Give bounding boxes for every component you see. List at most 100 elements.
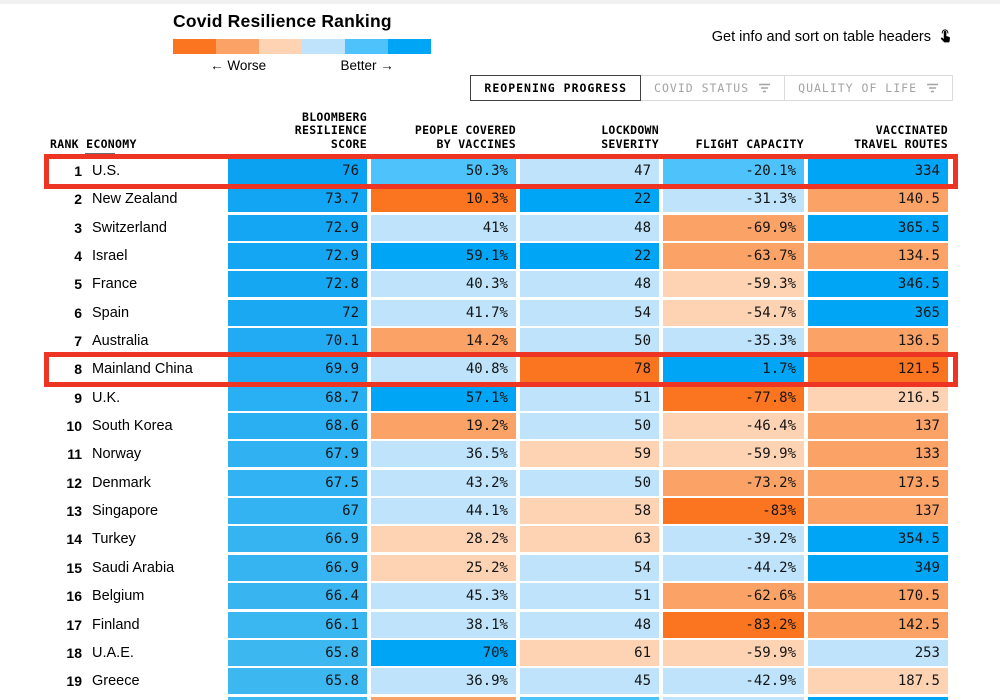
flight-cell: -69.9% bbox=[663, 214, 804, 241]
score-cell: 66.9 bbox=[228, 526, 367, 553]
score-cell: 72.8 bbox=[228, 271, 367, 298]
routes-cell: 136.5 bbox=[808, 328, 948, 355]
score-cell: 72.9 bbox=[228, 243, 367, 270]
table-row: 11 Norway 67.9 36.5% 59 -59.9% 133 bbox=[50, 441, 948, 468]
vaccines-cell: 14.2% bbox=[371, 328, 516, 355]
table-body: 1 U.S. 76 50.3% 47 -20.1% 334 2 New Zeal… bbox=[44, 154, 958, 700]
rank-value: 14 bbox=[66, 531, 82, 548]
header-flight-capacity[interactable]: FLIGHT CAPACITY bbox=[695, 136, 804, 151]
table-row: 12 Denmark 67.5 43.2% 50 -73.2% 173.5 bbox=[50, 469, 948, 496]
score-cell: 68.7 bbox=[228, 384, 367, 411]
routes-cell: 170.5 bbox=[808, 583, 948, 610]
legend-swatch bbox=[302, 39, 345, 54]
flight-cell: -44.2% bbox=[663, 554, 804, 581]
rank-value: 8 bbox=[74, 361, 82, 378]
economy-name: Turkey bbox=[92, 531, 136, 548]
table-row: 3 Switzerland 72.9 41% 48 -69.9% 365.5 bbox=[50, 214, 948, 241]
header-lockdown-severity[interactable]: LOCKDOWN SEVERITY bbox=[601, 123, 659, 151]
table-row: 14 Turkey 66.9 28.2% 63 -39.2% 354.5 bbox=[50, 526, 948, 553]
economy-name: Singapore bbox=[92, 503, 159, 520]
vaccines-cell: 41.7% bbox=[371, 299, 516, 326]
lockdown-cell: 54 bbox=[520, 299, 659, 326]
lockdown-cell: 50 bbox=[520, 469, 659, 496]
legend-swatch bbox=[345, 39, 388, 54]
vaccines-cell: 50.3% bbox=[371, 158, 516, 184]
score-cell: 65.8 bbox=[228, 668, 367, 695]
score-cell: 67 bbox=[228, 498, 367, 525]
economy-name: Switzerland bbox=[92, 219, 167, 236]
lockdown-cell: 61 bbox=[520, 639, 659, 666]
page-title: Covid Resilience Ranking bbox=[173, 11, 392, 31]
flight-cell: -73.2% bbox=[663, 469, 804, 496]
routes-cell: 121.5 bbox=[808, 356, 948, 383]
legend-swatch bbox=[388, 39, 431, 54]
tab-label: REOPENING PROGRESS bbox=[484, 81, 628, 95]
header-people-covered[interactable]: PEOPLE COVERED BY VACCINES bbox=[414, 123, 516, 151]
lockdown-cell: 58 bbox=[520, 498, 659, 525]
table-row: 17 Finland 66.1 38.1% 48 -83.2% 142.5 bbox=[50, 611, 948, 638]
header-resilience-score[interactable]: BLOOMBERG RESILIENCE SCORE bbox=[294, 109, 367, 151]
vaccines-cell: 44.1% bbox=[371, 498, 516, 525]
vaccines-cell bbox=[371, 696, 516, 700]
tab-quality-of-life[interactable]: QUALITY OF LIFE bbox=[784, 75, 953, 101]
lockdown-cell: 48 bbox=[520, 214, 659, 241]
routes-cell: 137 bbox=[808, 498, 948, 525]
score-cell: 68.6 bbox=[228, 413, 367, 440]
economy-name: Mainland China bbox=[92, 361, 193, 378]
resilience-ranking-table: RANK ECONOMY BLOOMBERG RESILIENCE SCORE … bbox=[44, 108, 958, 700]
routes-cell: 133 bbox=[808, 441, 948, 468]
economy-name: South Korea bbox=[92, 418, 173, 435]
lockdown-cell: 51 bbox=[520, 583, 659, 610]
economy-name: Greece bbox=[92, 673, 140, 690]
header-vaccinated-routes[interactable]: VACCINATED TRAVEL ROUTES bbox=[854, 123, 948, 151]
legend-worse-label: ← Worse bbox=[210, 58, 267, 73]
sort-hint-text: Get info and sort on table headers bbox=[711, 29, 931, 45]
economy-name: Israel bbox=[92, 248, 128, 265]
view-tabs: REOPENING PROGRESS COVID STATUS QUALITY … bbox=[470, 75, 953, 101]
hand-pointer-icon bbox=[938, 29, 953, 45]
table-row: 9 U.K. 68.7 57.1% 51 -77.8% 216.5 bbox=[50, 384, 948, 411]
economy-name: Finland bbox=[92, 616, 140, 633]
score-cell: 76 bbox=[228, 158, 367, 184]
flight-cell: -59.3% bbox=[663, 271, 804, 298]
flight-cell: -54.7% bbox=[663, 299, 804, 326]
flight-cell: -62.6% bbox=[663, 583, 804, 610]
vaccines-cell: 19.2% bbox=[371, 413, 516, 440]
lockdown-cell: 54 bbox=[520, 554, 659, 581]
score-cell: 72 bbox=[228, 299, 367, 326]
routes-cell: 187.5 bbox=[808, 668, 948, 695]
flight-cell: -59.9% bbox=[663, 441, 804, 468]
vaccines-cell: 43.2% bbox=[371, 469, 516, 496]
lockdown-cell: 78 bbox=[520, 356, 659, 383]
routes-cell: 253 bbox=[808, 639, 948, 666]
lockdown-cell: 47 bbox=[520, 158, 659, 184]
tab-label: COVID STATUS bbox=[654, 81, 750, 95]
tab-reopening-progress[interactable]: REOPENING PROGRESS bbox=[470, 75, 642, 101]
table-top-tick bbox=[85, 153, 115, 156]
economy-name: Norway bbox=[92, 446, 142, 463]
flight-cell: 1.7% bbox=[663, 356, 804, 383]
score-cell: 70.1 bbox=[228, 328, 367, 355]
economy-name: France bbox=[92, 276, 138, 293]
vaccines-cell: 59.1% bbox=[371, 243, 516, 270]
legend-swatch bbox=[173, 39, 216, 54]
vaccines-cell: 40.8% bbox=[371, 356, 516, 383]
lockdown-cell: 22 bbox=[520, 186, 659, 213]
rank-value: 13 bbox=[66, 503, 82, 520]
table-row: 6 Spain 72 41.7% 54 -54.7% 365 bbox=[50, 299, 948, 326]
table-row: 18 U.A.E. 65.8 70% 61 -59.9% 253 bbox=[50, 639, 948, 666]
header-rank-economy[interactable]: RANK ECONOMY bbox=[50, 136, 137, 151]
routes-cell: 137 bbox=[808, 413, 948, 440]
vaccines-cell: 28.2% bbox=[371, 526, 516, 553]
vaccines-cell: 70% bbox=[371, 639, 516, 666]
rank-value: 9 bbox=[74, 389, 82, 406]
table-row bbox=[50, 696, 948, 700]
legend-swatch bbox=[259, 39, 302, 54]
routes-cell: 334 bbox=[808, 158, 948, 184]
table-row: 19 Greece 65.8 36.9% 45 -42.9% 187.5 bbox=[50, 668, 948, 695]
rank-value: 4 bbox=[74, 248, 82, 265]
vaccines-cell: 36.5% bbox=[371, 441, 516, 468]
rank-value: 12 bbox=[66, 474, 82, 491]
routes-cell: 365 bbox=[808, 299, 948, 326]
tab-covid-status[interactable]: COVID STATUS bbox=[640, 75, 786, 101]
